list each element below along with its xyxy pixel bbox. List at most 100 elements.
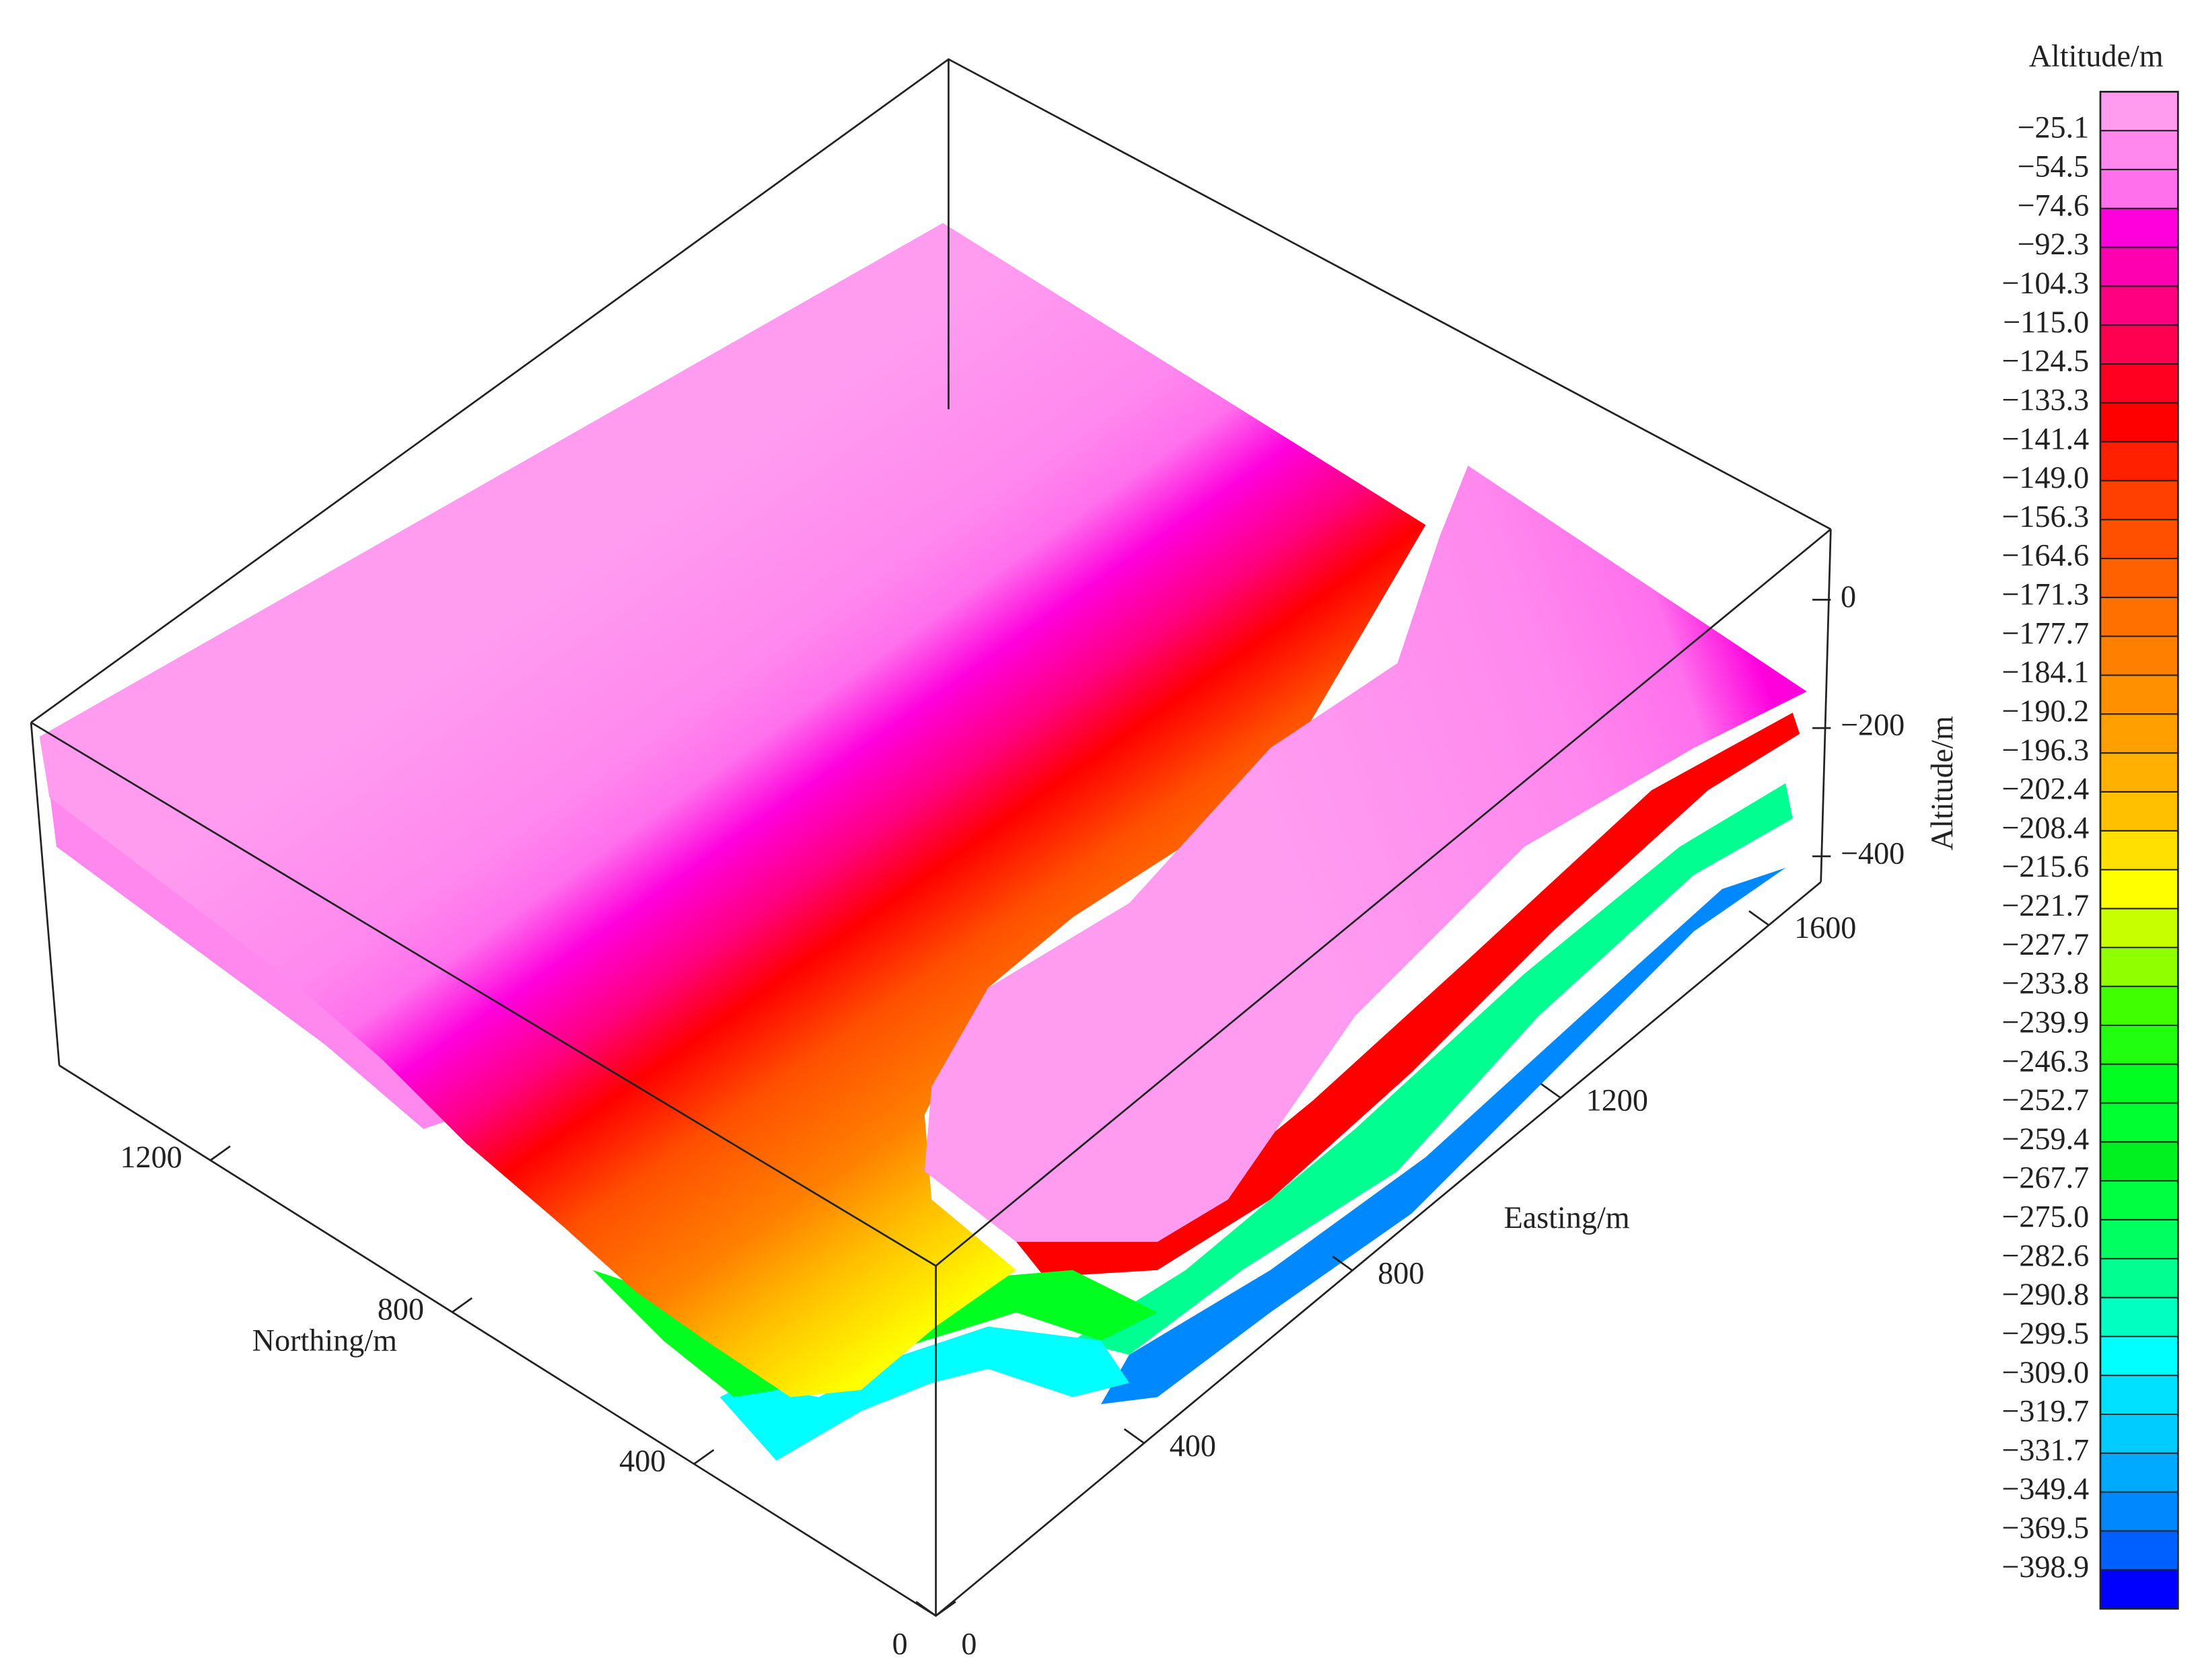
- colorbar-label: −246.3: [2001, 1044, 2089, 1078]
- colorbar-band: [2100, 791, 2178, 832]
- y-axis-label: Easting/m: [1504, 1200, 1630, 1235]
- x-axis-label: Northing/m: [252, 1323, 397, 1357]
- colorbar-band: [2100, 908, 2178, 949]
- colorbar-band: [2100, 131, 2178, 171]
- colorbar-label: −309.0: [2001, 1355, 2089, 1389]
- colorbar-label: −275.0: [2001, 1200, 2089, 1234]
- axes-box: [30, 58, 1832, 1617]
- colorbar-label: −233.8: [2001, 966, 2089, 1000]
- colorbar-label: −184.1: [2001, 655, 2089, 689]
- z-axis-label: Altitude/m: [1925, 716, 1959, 850]
- colorbar-label: −133.3: [2001, 382, 2089, 416]
- colorbar-label: −319.7: [2001, 1394, 2089, 1428]
- box-edge: [1820, 529, 1832, 882]
- colorbar-band: [2100, 519, 2178, 560]
- colorbar-label: −290.8: [2001, 1277, 2089, 1311]
- y-tick-label: 1200: [1586, 1083, 1648, 1118]
- y-tick: [1123, 1428, 1145, 1445]
- colorbar-label: −215.6: [2001, 849, 2089, 883]
- colorbar-label: −74.6: [2017, 188, 2089, 222]
- colorbar-label: −267.7: [2001, 1161, 2089, 1195]
- colorbar-band: [2100, 1142, 2178, 1182]
- colorbar-band: [2100, 1025, 2178, 1065]
- colorbar-label: −239.9: [2001, 1005, 2089, 1039]
- x-tick-label: 0: [892, 1626, 908, 1660]
- colorbar-band: [2100, 402, 2178, 443]
- colorbar-band: [2100, 597, 2178, 637]
- colorbar-band: [2100, 1414, 2178, 1454]
- colorbar-label: −115.0: [2003, 305, 2089, 339]
- y-tick: [1540, 1083, 1561, 1099]
- colorbar-title: Altitude/m: [2029, 39, 2164, 73]
- y-tick: [1332, 1255, 1353, 1272]
- surface-patch: [39, 223, 1426, 1397]
- surface-patch: [1101, 867, 1786, 1404]
- colorbar-band: [2100, 636, 2178, 676]
- colorbar-label: −54.5: [2017, 149, 2089, 184]
- z-tick-label: 0: [1841, 579, 1856, 614]
- z-tick-label: −200: [1841, 708, 1905, 742]
- colorbar-band: [2100, 169, 2178, 209]
- x-tick: [935, 1601, 956, 1617]
- y-tick-label: 0: [961, 1626, 976, 1660]
- x-tick: [209, 1145, 231, 1161]
- surface-patch: [924, 466, 1807, 1242]
- colorbar-label: −369.5: [2001, 1510, 2089, 1545]
- x-tick: [693, 1449, 715, 1465]
- colorbar-band: [2100, 753, 2178, 793]
- colorbar-band: [2100, 1492, 2178, 1532]
- colorbar-band: [2100, 1103, 2178, 1143]
- colorbar-band: [2100, 1064, 2178, 1104]
- colorbar-band: [2100, 247, 2178, 287]
- colorbar-label: −202.4: [2001, 772, 2089, 806]
- colorbar-band: [2100, 558, 2178, 598]
- colorbar-label: −104.3: [2001, 266, 2089, 300]
- colorbar-label: −141.4: [2001, 421, 2089, 455]
- colorbar-band: [2100, 441, 2178, 482]
- colorbar-band: [2100, 325, 2178, 365]
- colorbar-band: [2100, 1531, 2178, 1571]
- x-tick-label: 400: [619, 1444, 666, 1478]
- surfaces: [39, 223, 1807, 1461]
- colorbar-label: −252.7: [2001, 1083, 2089, 1117]
- colorbar-band: [2100, 830, 2178, 871]
- y-tick: [1748, 910, 1770, 926]
- colorbar-label: −221.7: [2001, 888, 2089, 922]
- colorbar-band: [2100, 1453, 2178, 1493]
- colorbar-label: −164.6: [2001, 538, 2089, 573]
- box-edge: [30, 722, 61, 1066]
- z-tick-label: −400: [1841, 836, 1905, 870]
- colorbar-label: −177.7: [2001, 616, 2089, 650]
- colorbar-band: [2100, 1336, 2178, 1377]
- colorbar-band: [2100, 1375, 2178, 1416]
- colorbar-band: [2100, 947, 2178, 988]
- x-tick: [452, 1297, 473, 1313]
- colorbar-band: [2100, 986, 2178, 1026]
- colorbar-band: [2100, 675, 2178, 715]
- colorbar-band: [2100, 714, 2178, 754]
- colorbar-band: [2100, 869, 2178, 910]
- x-tick-label: 1200: [120, 1140, 182, 1174]
- colorbar-label: −149.0: [2001, 460, 2089, 495]
- colorbar-band: [2100, 1181, 2178, 1220]
- colorbar-label: −156.3: [2001, 499, 2089, 534]
- colorbar-band: [2100, 364, 2178, 404]
- colorbar-label: −208.4: [2001, 810, 2089, 844]
- colorbar-label: −398.9: [2001, 1549, 2089, 1584]
- y-tick: [915, 1601, 937, 1617]
- colorbar-label: −349.4: [2001, 1471, 2089, 1506]
- y-tick-label: 800: [1378, 1255, 1424, 1290]
- colorbar-band: [2100, 1219, 2178, 1259]
- colorbar-label: −299.5: [2001, 1316, 2089, 1350]
- colorbar-band: [2100, 92, 2178, 132]
- colorbar-label: −171.3: [2001, 577, 2089, 612]
- colorbar-band: [2100, 1297, 2178, 1338]
- surface-patch: [719, 1326, 1129, 1461]
- surface-patch: [1016, 713, 1800, 1278]
- colorbar-band: [2100, 1258, 2178, 1299]
- colorbar-label: −190.2: [2001, 694, 2089, 728]
- colorbar-label: −227.7: [2001, 927, 2089, 961]
- colorbar-label: −124.5: [2001, 344, 2089, 378]
- colorbar-label: −282.6: [2001, 1238, 2089, 1272]
